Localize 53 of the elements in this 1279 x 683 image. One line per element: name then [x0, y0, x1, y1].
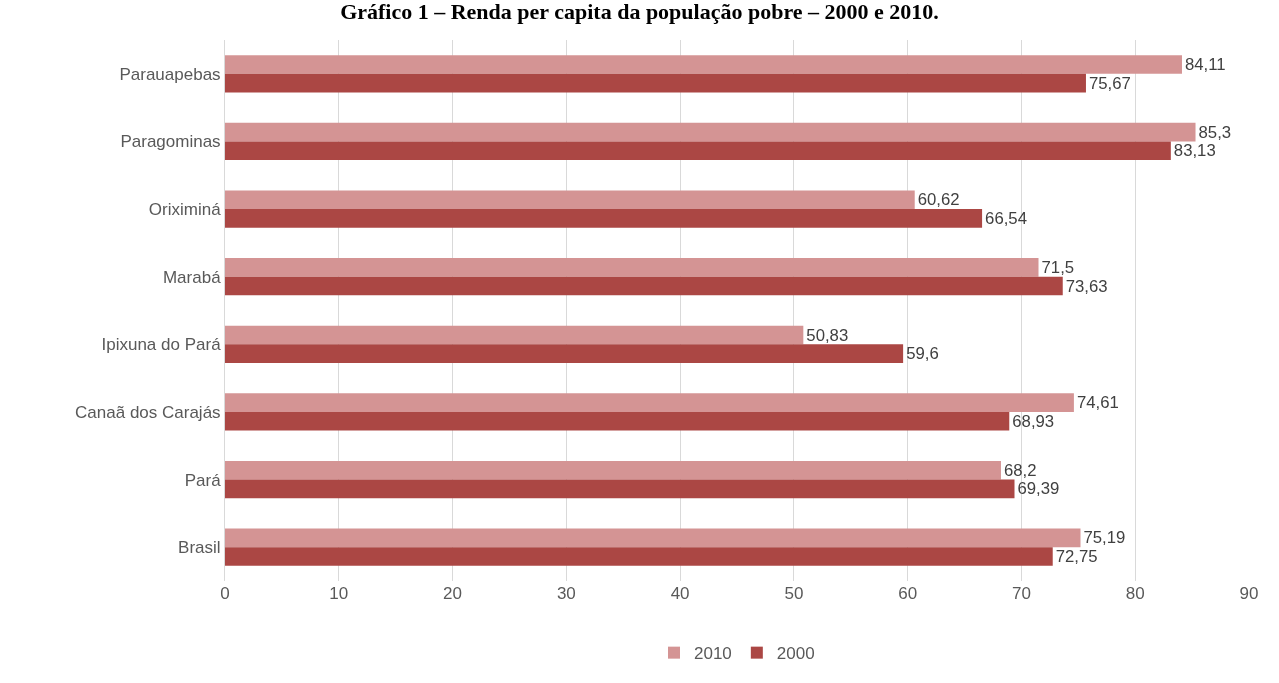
y-tick-label: Parauapebas [119, 64, 221, 84]
data-label: 66,54 [985, 208, 1027, 228]
y-tick-label: Oriximiná [148, 200, 222, 220]
x-tick-label: 40 [670, 584, 690, 603]
x-tick-label: 30 [556, 584, 576, 603]
data-label: 69,39 [1017, 479, 1060, 499]
bar [225, 258, 1039, 277]
x-tick-label: 80 [1125, 584, 1145, 603]
legend-label: 2010 [694, 644, 732, 664]
x-tick-label: 90 [1239, 584, 1259, 603]
bar [225, 122, 1196, 142]
x-tick-label: 20 [443, 584, 463, 603]
data-label: 71,5 [1041, 257, 1075, 277]
data-label: 74,61 [1076, 393, 1119, 413]
data-label: 72,75 [1055, 547, 1098, 567]
data-label: 50,83 [806, 325, 849, 345]
y-tick-label: Canaã dos Carajás [75, 402, 221, 422]
data-label: 73,63 [1065, 276, 1108, 296]
data-label: 75,67 [1088, 73, 1131, 93]
data-label: 75,19 [1083, 528, 1126, 548]
data-label: 85,3 [1198, 122, 1232, 142]
x-tick-label: 0 [220, 584, 230, 603]
x-tick-label: 70 [1011, 584, 1031, 603]
chart-title: Gráfico 1 – Renda per capita da população pobre – 2000 e 2010. [340, 0, 939, 24]
legend-label: 2000 [776, 644, 815, 664]
bar [225, 411, 1010, 431]
data-label: 60,62 [917, 190, 960, 210]
data-label: 68,2 [1003, 460, 1037, 480]
y-tick-label: Paragominas [120, 132, 221, 152]
bar [225, 325, 804, 345]
bar [225, 547, 1053, 566]
data-label: 59,6 [906, 344, 939, 364]
y-tick-label: Marabá [162, 267, 222, 287]
data-label: 83,13 [1173, 141, 1216, 161]
data-label: 84,11 [1184, 55, 1226, 75]
bar [225, 141, 1171, 161]
y-tick-label: Ipixuna do Pará [101, 335, 222, 355]
y-tick-label: Pará [184, 470, 222, 490]
y-tick-label: Brasil [178, 538, 221, 558]
x-tick-label: 50 [784, 584, 804, 603]
bar [225, 209, 983, 228]
bar [225, 460, 1001, 480]
x-tick-label: 60 [898, 584, 918, 603]
bar [225, 528, 1081, 548]
bar [225, 276, 1063, 296]
x-tick-label: 10 [329, 584, 349, 603]
bar [225, 190, 915, 210]
bar [225, 393, 1074, 412]
bar [225, 344, 904, 363]
data-label: 68,93 [1012, 411, 1055, 431]
bar [225, 55, 1182, 74]
bar [225, 479, 1015, 499]
bar [225, 73, 1086, 93]
